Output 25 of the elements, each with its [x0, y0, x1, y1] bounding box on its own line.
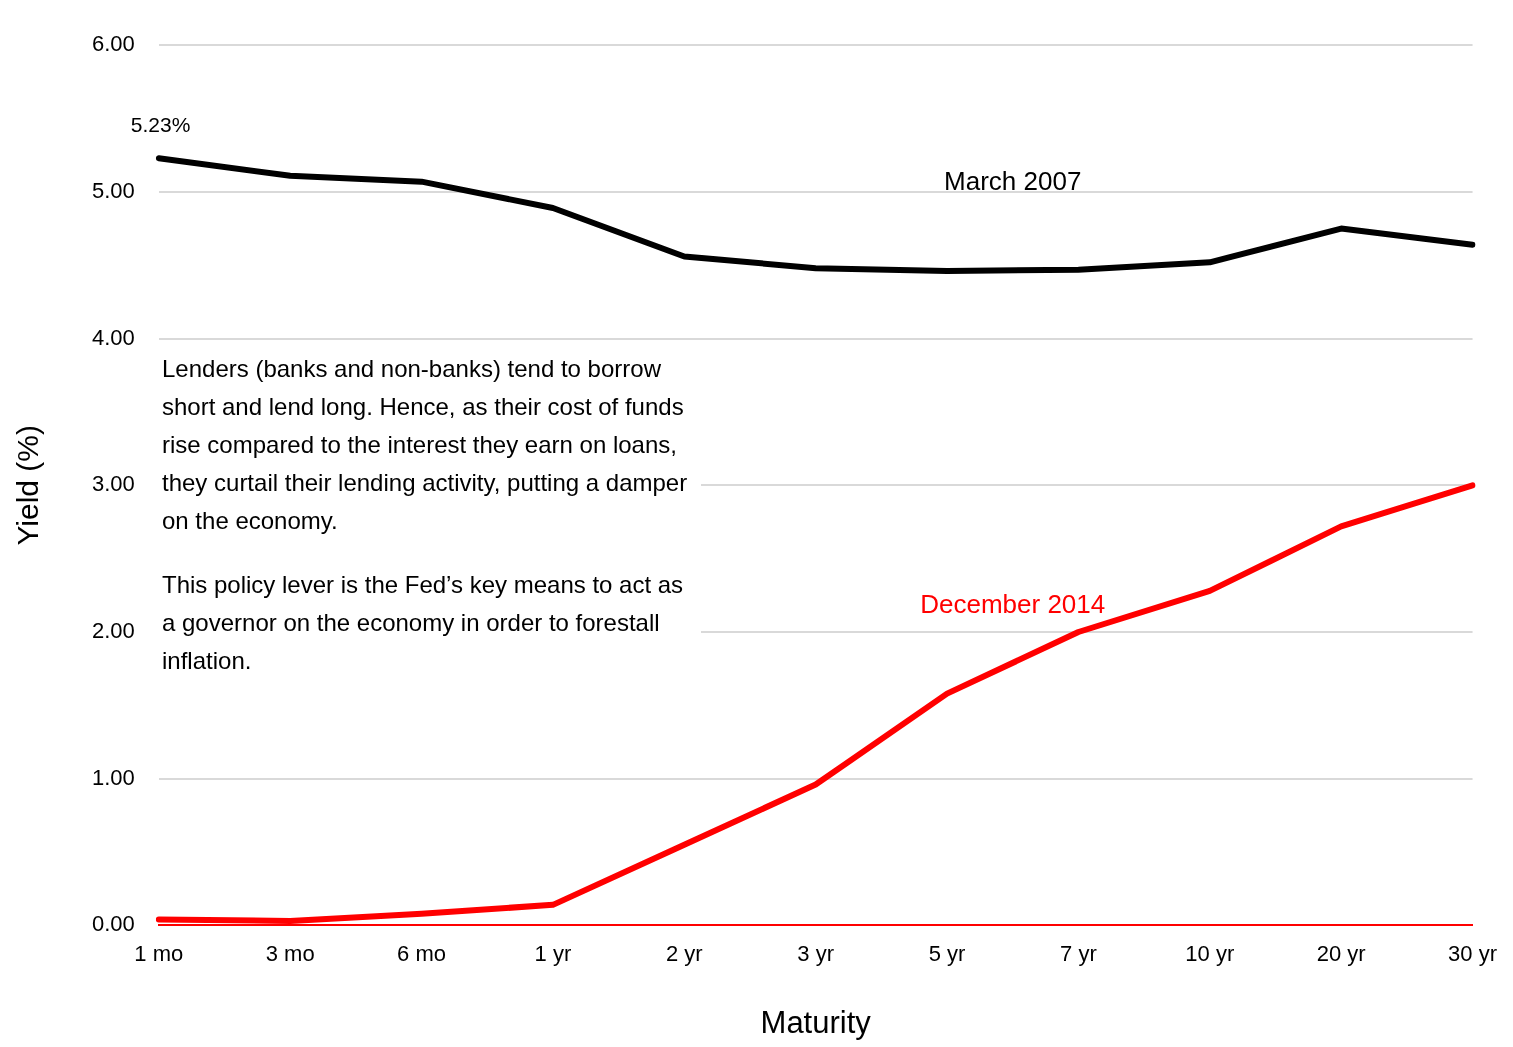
x-tick-label: 7 yr	[1060, 940, 1097, 966]
text: March 2007	[944, 166, 1082, 197]
annotation: Lenders (banks and non-banks) tend to borrow short and lend long. Hence, as their cost of funds rise compared to the interest they earn on loans, they curtail their lending activity, putting a damper on the economy.	[162, 354, 689, 536]
annotation: This policy lever is the Fed’s key means to act as a governor on the economy in order to forestall inflation.	[162, 570, 685, 676]
x-tick-label: 2 yr	[665, 940, 703, 966]
y-tick-label: 0.00	[91, 911, 135, 937]
annotation: 5.23%	[130, 112, 191, 136]
y-tick-label: 6.00	[91, 31, 135, 57]
y-tick-label: 4.00	[91, 324, 135, 350]
x-tick-label: 20 yr	[1316, 940, 1366, 966]
x-tick-label: 6 mo	[397, 940, 447, 966]
x-tick-label: 5 yr	[928, 940, 966, 966]
y-tick-label: 2.00	[91, 618, 135, 644]
y-axis-title: Yield (%)	[11, 425, 45, 546]
series-label: December 2014	[920, 588, 1106, 619]
x-tick-label: 10 yr	[1185, 940, 1235, 966]
x-tick-label: 3 yr	[797, 940, 835, 966]
x-tick-label: 3 mo	[265, 940, 315, 966]
x-tick-label: 1 yr	[534, 940, 572, 966]
x-tick-label: 30 yr	[1448, 940, 1498, 966]
x-tick-label: 1 mo	[134, 940, 184, 966]
y-tick-label: 3.00	[91, 471, 135, 497]
y-tick-label: 5.00	[91, 177, 135, 203]
y-tick-label: 1.00	[91, 764, 135, 790]
x-axis-title: Maturity	[760, 1004, 872, 1040]
